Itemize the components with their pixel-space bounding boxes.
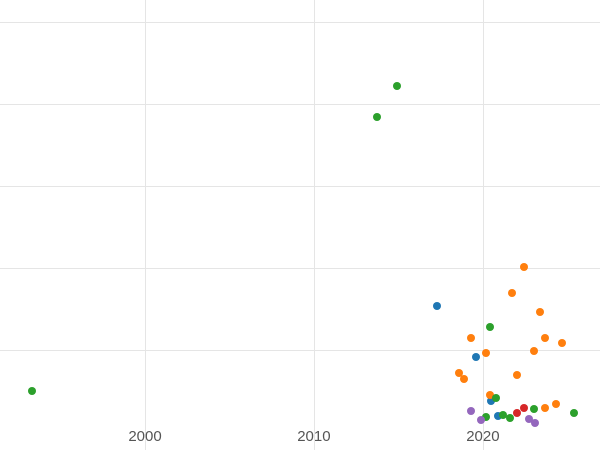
scatter-point-orange (512, 370, 521, 379)
scatter-point-purple (467, 406, 476, 415)
scatter-point-orange (519, 263, 528, 272)
scatter-point-blue (487, 396, 496, 405)
scatter-point-blue (433, 301, 442, 310)
gridline-vertical (482, 0, 484, 450)
scatter-point-red (512, 409, 521, 418)
scatter-point-red (519, 404, 528, 413)
x-tick-label: 2010 (297, 428, 331, 445)
scatter-point-purple (531, 419, 540, 427)
gridline-horizontal (0, 22, 600, 24)
gridline-vertical (145, 0, 146, 450)
scatter-point-orange (467, 333, 476, 342)
scatter-point-orange (482, 349, 491, 358)
gridline-vertical (313, 0, 315, 450)
scatter-point-green (570, 409, 579, 418)
scatter-point-blue (494, 411, 503, 420)
scatter-point-green (372, 113, 381, 122)
scatter-point-green (27, 387, 36, 395)
scatter-point-green (505, 414, 514, 422)
scatter-point-orange (558, 338, 567, 347)
scatter-point-green (485, 323, 494, 331)
scatter-point-purple (524, 414, 533, 423)
scatter-point-orange (507, 288, 516, 297)
scatter-point-orange (541, 404, 550, 413)
scatter-point-orange (536, 308, 545, 317)
scatter-point-purple (477, 415, 486, 424)
scatter-point-orange (551, 400, 560, 409)
scatter-point-green (392, 82, 401, 91)
x-tick-label: 2020 (466, 428, 500, 445)
scatter-point-green (482, 413, 491, 422)
scatter-point-green (492, 394, 501, 403)
gridline-horizontal (0, 350, 600, 351)
scatter-point-orange (485, 391, 494, 400)
scatter-point-blue (472, 353, 481, 362)
scatter-point-green (499, 410, 508, 419)
gridline-horizontal (0, 104, 600, 106)
x-tick-label: 2000 (128, 428, 162, 445)
scatter-point-orange (460, 374, 469, 383)
scatter-point-green (529, 405, 538, 413)
scatter-point-orange (455, 369, 464, 377)
scatter-point-orange (529, 346, 538, 355)
gridline-horizontal (0, 186, 600, 188)
gridline-horizontal (0, 268, 600, 269)
scatter-point-orange (541, 333, 550, 342)
